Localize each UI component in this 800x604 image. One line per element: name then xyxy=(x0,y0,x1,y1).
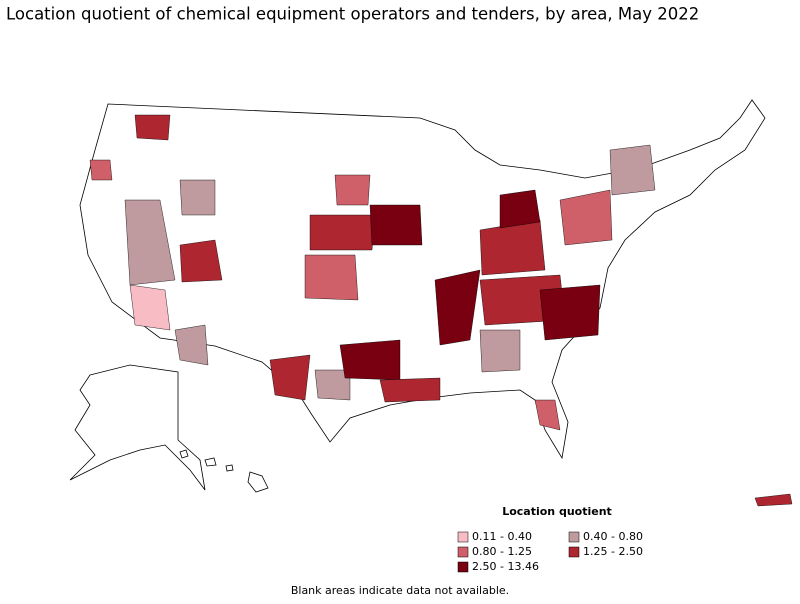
area xyxy=(539,284,601,341)
legend-label: 0.11 - 0.40 xyxy=(472,530,532,543)
legend-label: 0.40 - 0.80 xyxy=(583,530,643,543)
area xyxy=(89,159,113,181)
puerto-rico xyxy=(754,493,793,507)
area xyxy=(179,239,223,283)
alaska xyxy=(69,364,206,491)
legend-title: Location quotient xyxy=(502,505,612,518)
map xyxy=(69,99,793,507)
area xyxy=(174,324,209,366)
area xyxy=(269,354,311,401)
legend-label: 1.25 - 2.50 xyxy=(583,545,643,558)
note: Blank areas indicate data not available. xyxy=(291,584,509,597)
legend-label: 2.50 - 13.46 xyxy=(472,560,539,573)
area xyxy=(499,189,541,229)
area xyxy=(304,254,359,301)
legend-swatch xyxy=(457,531,469,543)
area xyxy=(369,204,423,246)
area xyxy=(559,189,613,246)
legend: 0.11 - 0.40 0.40 - 0.80 0.80 - 1.25 1.25 - … xyxy=(457,530,643,573)
area xyxy=(434,269,481,346)
hawaii xyxy=(179,449,269,493)
area xyxy=(314,369,351,401)
area xyxy=(609,144,656,196)
area xyxy=(134,114,171,141)
legend-swatch xyxy=(457,546,469,558)
area xyxy=(379,377,441,403)
legend-swatch xyxy=(568,546,580,558)
legend-swatch xyxy=(568,531,580,543)
area xyxy=(309,214,376,251)
area xyxy=(479,219,546,276)
area xyxy=(534,399,561,431)
area xyxy=(339,339,401,381)
area xyxy=(129,284,171,331)
legend-label: 0.80 - 1.25 xyxy=(472,545,532,558)
shaded-areas xyxy=(89,114,656,431)
area xyxy=(124,199,176,286)
area xyxy=(334,174,371,206)
area xyxy=(179,179,216,216)
area xyxy=(479,329,521,373)
map-title: Location quotient of chemical equipment … xyxy=(6,5,699,24)
legend-swatch xyxy=(457,561,469,573)
